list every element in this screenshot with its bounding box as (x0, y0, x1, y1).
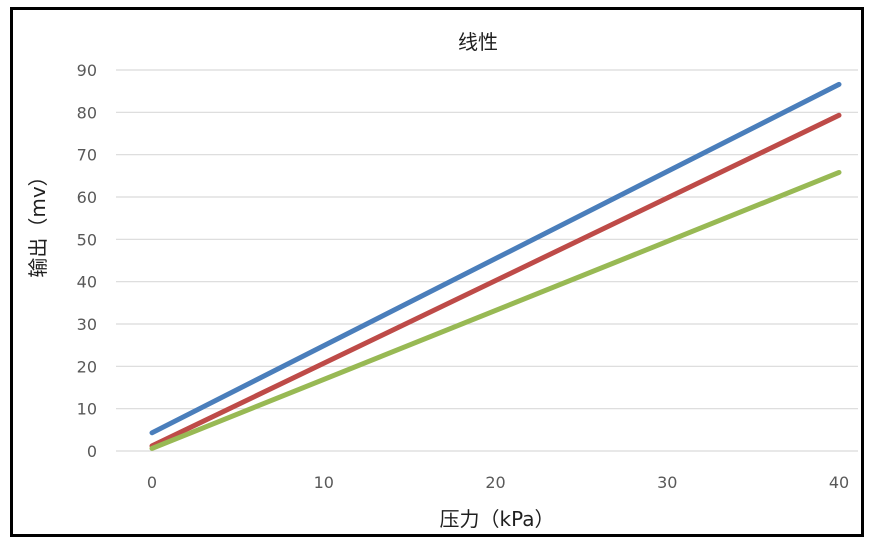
series-line-3 (149, 169, 842, 451)
y-tick-label: 0 (87, 442, 97, 461)
y-tick-label: 20 (77, 357, 97, 376)
y-tick-label: 50 (77, 230, 97, 249)
x-tick-labels: 0 10 20 30 40 (147, 473, 849, 492)
x-tick-label: 40 (829, 473, 849, 492)
y-tick-label: 90 (77, 61, 97, 80)
y-tick-labels: 0 10 20 30 40 50 60 70 80 90 (77, 61, 97, 461)
y-tick-label: 80 (77, 103, 97, 122)
gridlines (116, 69, 858, 452)
series-line-1 (149, 81, 842, 436)
chart-title: 线性 (458, 30, 498, 54)
series-line-2 (149, 112, 842, 449)
x-tick-label: 10 (314, 473, 334, 492)
y-axis-title: 输出（mv） (26, 166, 50, 277)
y-tick-label: 30 (77, 315, 97, 334)
series-lines (149, 81, 842, 451)
x-axis-title: 压力（kPa） (440, 507, 555, 531)
y-tick-label: 10 (77, 400, 97, 419)
x-tick-label: 30 (657, 473, 677, 492)
y-tick-label: 70 (77, 146, 97, 165)
x-tick-label: 20 (485, 473, 505, 492)
y-tick-label: 40 (77, 273, 97, 292)
y-tick-label: 60 (77, 188, 97, 207)
x-tick-label: 0 (147, 473, 157, 492)
